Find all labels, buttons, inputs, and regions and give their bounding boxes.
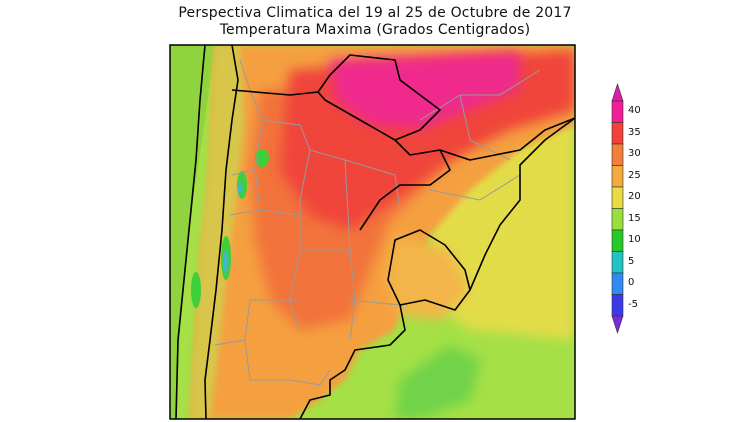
uruguay-orange-zone: [385, 235, 470, 320]
colorbar-tick-label: 10: [628, 234, 641, 245]
colorbar-segment: [611, 186, 624, 209]
andes-cool-spot-4: [191, 272, 201, 308]
south-green-patch: [395, 345, 480, 419]
andes-cyan-spot-1: [237, 182, 243, 194]
colorbar-tick-label: -5: [628, 298, 638, 310]
map-field: [170, 45, 575, 419]
page-subtitle: Temperatura Maxima (Grados Centigrados): [219, 22, 531, 38]
colorbar-segment: [611, 229, 624, 252]
colorbar-tick-label: 35: [628, 126, 641, 138]
colorbar-segment: [611, 294, 624, 317]
colorbar-tick-label: 30: [628, 148, 641, 159]
colorbar-tick-label: 20: [628, 191, 641, 202]
colorbar-segment: [611, 272, 624, 295]
colorbar-top-arrow: [611, 83, 624, 102]
colorbar-segment: [611, 143, 624, 166]
colorbar-tick-label: 25: [628, 169, 641, 181]
colorbar-bottom-arrow: [611, 315, 624, 334]
colorbar: [611, 83, 624, 334]
colorbar-tick-label: 15: [628, 212, 641, 224]
map-frame: [169, 44, 576, 420]
province-borders: [214, 59, 541, 386]
colorbar-tick-label: 40: [628, 105, 641, 116]
colorbar-segment: [611, 100, 624, 123]
andes-cool-spot-1: [255, 149, 269, 167]
magenta-zone: [330, 52, 520, 130]
colorbar-segment: [611, 208, 624, 231]
colorbar-tick-label: 5: [628, 255, 635, 267]
andes-yellow-zone: [190, 45, 245, 419]
colorbar-segment: [611, 251, 624, 274]
colorbar-segment: [611, 122, 624, 145]
colorbar-segment: [611, 165, 624, 188]
pacific-green-zone: [170, 45, 215, 419]
national-borders: [175, 45, 575, 419]
colorbar-tick-label: 0: [628, 277, 635, 288]
page-title: Perspectiva Climatica del 19 al 25 de Oc…: [178, 5, 572, 21]
andes-cyan-spot-2: [223, 250, 229, 274]
